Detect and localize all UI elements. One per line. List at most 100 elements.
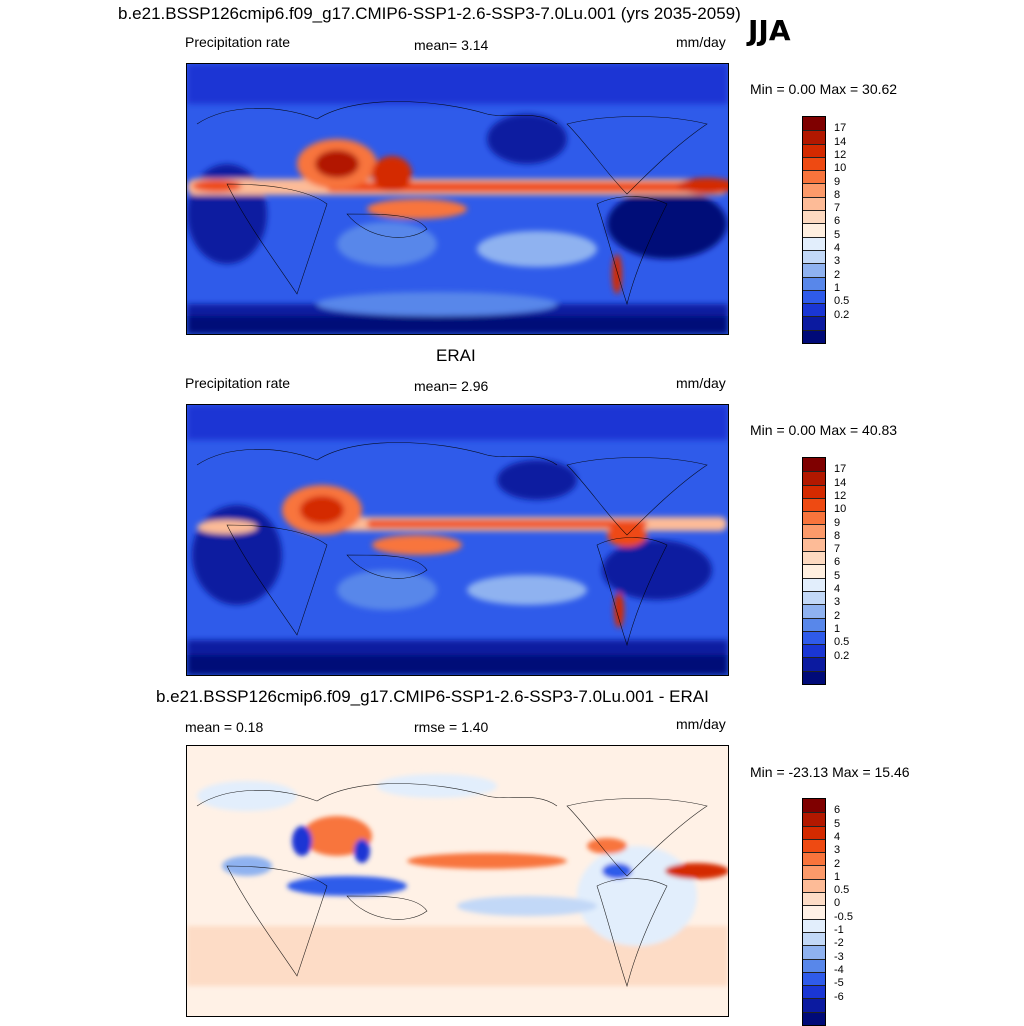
panel-diff-colorbar-swatch bbox=[803, 852, 825, 866]
panel-obs-colorbar bbox=[802, 457, 826, 686]
panel-diff-colorbar-swatch bbox=[803, 905, 825, 919]
panel-diff-field bbox=[187, 746, 728, 1016]
panel-obs-colorbar-tick-label: 14 bbox=[834, 476, 847, 489]
panel-diff-colorbar-tick-label: 5 bbox=[834, 817, 841, 830]
panel-obs-colorbar-swatch bbox=[803, 511, 825, 525]
season-label: JJA bbox=[748, 14, 791, 47]
panel-diff-colorbar-swatch bbox=[803, 825, 825, 839]
panel-obs-colorbar-tick-label: 1 bbox=[834, 622, 841, 635]
panel-obs-colorbar-swatch bbox=[803, 604, 825, 618]
panel-model-colorbar-tick-label: 14 bbox=[834, 135, 847, 148]
panel-obs-mean-label: mean= 2.96 bbox=[414, 378, 489, 394]
panel-model-title: b.e21.BSSP126cmip6.f09_g17.CMIP6-SSP1-2.… bbox=[118, 4, 741, 23]
panel-model-colorbar-tick-label: 5 bbox=[834, 228, 841, 241]
panel-model-colorbar-swatch bbox=[803, 196, 825, 211]
panel-model-colorbar-swatch bbox=[803, 289, 825, 304]
panel-model-colorbar bbox=[802, 116, 826, 345]
panel-obs-colorbar-swatch bbox=[803, 458, 825, 472]
panel-obs-colorbar-swatch bbox=[803, 670, 825, 685]
panel-obs-colorbar-swatch bbox=[803, 551, 825, 565]
panel-obs-colorbar-swatch bbox=[803, 537, 825, 552]
panel-obs-colorbar-swatch bbox=[803, 564, 825, 578]
panel-model-colorbar-tick-label: 12 bbox=[834, 148, 847, 161]
panel-diff-units-label: mm/day bbox=[676, 716, 726, 732]
panel-obs-colorbar-tick-label: 10 bbox=[834, 503, 847, 516]
panel-obs-colorbar-tick-label: 17 bbox=[834, 463, 847, 476]
panel-model-colorbar-tick-label: 17 bbox=[834, 122, 847, 135]
panel-obs-colorbar-tick-label: 0.5 bbox=[834, 636, 850, 649]
panel-diff-mean-label: mean = 0.18 bbox=[185, 719, 264, 735]
panel-model-colorbar-tick-label: 0.5 bbox=[834, 295, 850, 308]
panel-model-mean-label: mean= 3.14 bbox=[414, 37, 489, 53]
panel-diff-colorbar-tick-label: -5 bbox=[834, 977, 844, 990]
panel-diff-colorbar-swatch bbox=[803, 931, 825, 946]
panel-diff-colorbar-swatch bbox=[803, 892, 825, 906]
panel-obs-colorbar-swatch bbox=[803, 524, 825, 538]
panel-diff-colorbar-swatch bbox=[803, 958, 825, 972]
panel-model-units-label: mm/day bbox=[676, 34, 726, 50]
panel-obs-units-label: mm/day bbox=[676, 375, 726, 391]
panel-obs-title: ERAI bbox=[436, 346, 476, 365]
panel-obs-colorbar-swatch bbox=[803, 471, 825, 485]
panel-model-colorbar-swatch bbox=[803, 303, 825, 317]
panel-obs-colorbar-tick-label: 8 bbox=[834, 529, 841, 542]
panel-model-map bbox=[186, 63, 729, 335]
panel-obs-variable-label: Precipitation rate bbox=[185, 375, 291, 391]
panel-diff-colorbar-swatch bbox=[803, 998, 825, 1012]
panel-diff-colorbar-swatch bbox=[803, 812, 825, 826]
panel-model-colorbar-swatch bbox=[803, 316, 825, 330]
panel-obs-colorbar-swatch bbox=[803, 630, 825, 645]
panel-obs-colorbar-swatch bbox=[803, 484, 825, 498]
panel-obs-colorbar-tick-label: 4 bbox=[834, 583, 841, 595]
panel-model-colorbar-swatch bbox=[803, 223, 825, 237]
panel-model-colorbar-swatch bbox=[803, 183, 825, 197]
panel-model-minmax-label: Min = 0.00 Max = 30.62 bbox=[750, 81, 898, 97]
panel-model-colorbar-tick-label: 10 bbox=[834, 162, 847, 175]
panel-obs-colorbar-tick-label: 5 bbox=[834, 569, 841, 582]
panel-diff-rmse-label: rmse = 1.40 bbox=[414, 719, 489, 735]
panel-obs-colorbar-tick-label: 7 bbox=[834, 543, 841, 556]
panel-model-colorbar-swatch bbox=[803, 263, 825, 277]
panel-diff-colorbar-tick-label: 2 bbox=[834, 857, 841, 870]
panel-diff-colorbar-tick-label: -0.5 bbox=[834, 910, 853, 923]
panel-diff-minmax-label: Min = -23.13 Max = 15.46 bbox=[750, 764, 910, 780]
panel-diff-title: b.e21.BSSP126cmip6.f09_g17.CMIP6-SSP1-2.… bbox=[156, 687, 709, 706]
panel-model-colorbar-swatch bbox=[803, 117, 825, 131]
panel-model-colorbar-tick-label: 1 bbox=[834, 281, 841, 294]
panel-diff-colorbar-tick-label: 1 bbox=[834, 870, 841, 883]
panel-obs-colorbar-swatch bbox=[803, 577, 825, 591]
panel-obs-colorbar-tick-label: 9 bbox=[834, 516, 841, 529]
panel-obs-colorbar-swatch bbox=[803, 590, 825, 605]
panel-diff-colorbar-swatch bbox=[803, 865, 825, 879]
panel-model-colorbar-swatch bbox=[803, 130, 825, 144]
panel-model-colorbar-tick-label: 7 bbox=[834, 202, 841, 215]
panel-diff-colorbar-tick-label: -2 bbox=[834, 937, 844, 950]
panel-diff-colorbar-tick-label: 3 bbox=[834, 844, 841, 857]
panel-diff-colorbar-tick-label: 6 bbox=[834, 804, 841, 817]
panel-obs-colorbar-swatch bbox=[803, 644, 825, 658]
panel-model-colorbar-tick-label: 2 bbox=[834, 268, 841, 281]
panel-diff-colorbar-tick-label: -6 bbox=[834, 990, 844, 1003]
panel-diff-colorbar-swatch bbox=[803, 985, 825, 999]
panel-model-variable-label: Precipitation rate bbox=[185, 34, 291, 50]
panel-obs-colorbar-tick-label: 3 bbox=[834, 596, 841, 609]
panel-diff-colorbar-swatch bbox=[803, 971, 825, 986]
panel-diff-colorbar-swatch bbox=[803, 918, 825, 932]
panel-model-field bbox=[187, 64, 728, 334]
panel-obs-colorbar-tick-label: 6 bbox=[834, 556, 841, 569]
panel-obs-minmax-label: Min = 0.00 Max = 40.83 bbox=[750, 422, 898, 438]
panel-diff-colorbar-swatch bbox=[803, 878, 825, 893]
panel-obs-field bbox=[187, 405, 728, 675]
panel-diff-colorbar-swatch bbox=[803, 945, 825, 959]
panel-model-colorbar-swatch bbox=[803, 210, 825, 224]
panel-diff-colorbar-swatch bbox=[803, 1011, 825, 1026]
panel-obs-colorbar-tick-label: 2 bbox=[834, 609, 841, 622]
panel-diff-colorbar bbox=[802, 798, 826, 1026]
panel-model-colorbar-swatch bbox=[803, 143, 825, 157]
panel-model-colorbar-swatch bbox=[803, 329, 825, 344]
panel-diff-colorbar-tick-label: -3 bbox=[834, 950, 844, 963]
panel-obs-map bbox=[186, 404, 729, 676]
panel-diff-colorbar-tick-label: 0 bbox=[834, 897, 841, 910]
panel-obs-colorbar-swatch bbox=[803, 657, 825, 671]
panel-model-colorbar-tick-label: 9 bbox=[834, 175, 841, 188]
